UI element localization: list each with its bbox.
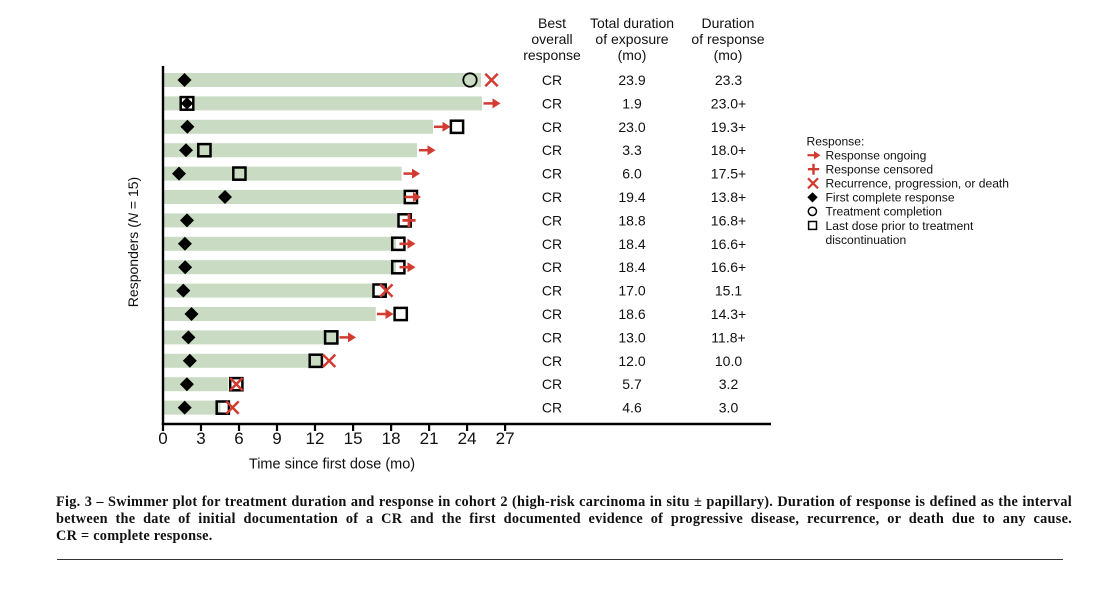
svg-text:13.8+: 13.8+	[711, 189, 746, 205]
svg-text:6: 6	[234, 429, 243, 448]
svg-text:0: 0	[158, 429, 167, 448]
svg-text:response: response	[523, 47, 581, 63]
svg-text:CR: CR	[542, 400, 562, 416]
svg-text:18.4: 18.4	[618, 236, 645, 252]
svg-text:9: 9	[272, 429, 281, 448]
svg-text:18.0+: 18.0+	[711, 142, 746, 158]
svg-text:Total duration: Total duration	[590, 15, 674, 31]
svg-text:11.8+: 11.8+	[711, 329, 745, 345]
svg-text:18.4: 18.4	[618, 259, 645, 275]
svg-text:First complete response: First complete response	[826, 191, 955, 205]
svg-text:15: 15	[344, 429, 363, 448]
svg-text:5.7: 5.7	[622, 376, 642, 392]
svg-text:16.6+: 16.6+	[711, 236, 746, 252]
svg-text:13.0: 13.0	[618, 329, 645, 345]
svg-text:3.3: 3.3	[622, 142, 642, 158]
svg-text:CR: CR	[542, 142, 562, 158]
svg-text:CR: CR	[542, 236, 562, 252]
svg-text:CR: CR	[542, 376, 562, 392]
svg-text:18.8: 18.8	[618, 212, 645, 228]
svg-text:Duration: Duration	[702, 15, 755, 31]
svg-text:16.8+: 16.8+	[711, 212, 746, 228]
svg-text:18: 18	[382, 429, 401, 448]
svg-text:19.4: 19.4	[618, 189, 645, 205]
svg-text:overall: overall	[531, 31, 572, 47]
svg-text:6.0: 6.0	[622, 166, 642, 182]
svg-text:Treatment completion: Treatment completion	[826, 205, 943, 219]
svg-text:CR: CR	[542, 283, 562, 299]
svg-text:10.0: 10.0	[715, 353, 742, 369]
svg-text:of exposure: of exposure	[595, 31, 668, 47]
svg-text:Last dose prior to treatment: Last dose prior to treatment	[826, 219, 975, 233]
svg-text:Response censored: Response censored	[826, 163, 934, 177]
svg-text:CR: CR	[542, 353, 562, 369]
svg-text:12.0: 12.0	[618, 353, 645, 369]
svg-text:CR: CR	[542, 189, 562, 205]
svg-text:16.6+: 16.6+	[711, 259, 746, 275]
svg-text:CR: CR	[542, 212, 562, 228]
svg-text:Best: Best	[538, 15, 566, 31]
svg-text:3: 3	[196, 429, 205, 448]
svg-text:17.5+: 17.5+	[711, 166, 746, 182]
svg-text:19.3+: 19.3+	[711, 119, 746, 135]
svg-text:3.2: 3.2	[719, 376, 739, 392]
svg-text:Responders (N = 15): Responders (N = 15)	[125, 177, 141, 307]
svg-text:23.3: 23.3	[715, 72, 742, 88]
svg-text:CR: CR	[542, 119, 562, 135]
svg-text:(mo): (mo)	[714, 47, 743, 63]
svg-text:CR: CR	[542, 306, 562, 322]
svg-text:CR: CR	[542, 95, 562, 111]
svg-text:21: 21	[420, 429, 439, 448]
svg-text:of response: of response	[691, 31, 764, 47]
svg-text:CR: CR	[542, 166, 562, 182]
svg-text:CR: CR	[542, 259, 562, 275]
svg-text:23.0+: 23.0+	[711, 95, 746, 111]
svg-text:23.9: 23.9	[618, 72, 645, 88]
svg-text:3.0: 3.0	[719, 400, 739, 416]
svg-text:23.0: 23.0	[618, 119, 645, 135]
svg-text:Response ongoing: Response ongoing	[826, 149, 927, 163]
svg-text:12: 12	[306, 429, 325, 448]
svg-text:Time since first dose (mo): Time since first dose (mo)	[249, 457, 415, 473]
svg-text:CR: CR	[542, 329, 562, 345]
svg-text:CR: CR	[542, 72, 562, 88]
svg-text:4.6: 4.6	[622, 400, 642, 416]
svg-text:Response:: Response:	[807, 135, 865, 149]
svg-text:15.1: 15.1	[715, 283, 742, 299]
svg-text:Recurrence, progression, or de: Recurrence, progression, or death	[826, 177, 1010, 191]
svg-text:14.3+: 14.3+	[711, 306, 746, 322]
svg-text:18.6: 18.6	[618, 306, 645, 322]
svg-text:discontinuation: discontinuation	[826, 233, 907, 247]
svg-text:(mo): (mo)	[618, 47, 647, 63]
svg-text:17.0: 17.0	[618, 283, 645, 299]
svg-text:24: 24	[458, 429, 477, 448]
svg-text:27: 27	[496, 429, 515, 448]
svg-text:1.9: 1.9	[622, 95, 642, 111]
